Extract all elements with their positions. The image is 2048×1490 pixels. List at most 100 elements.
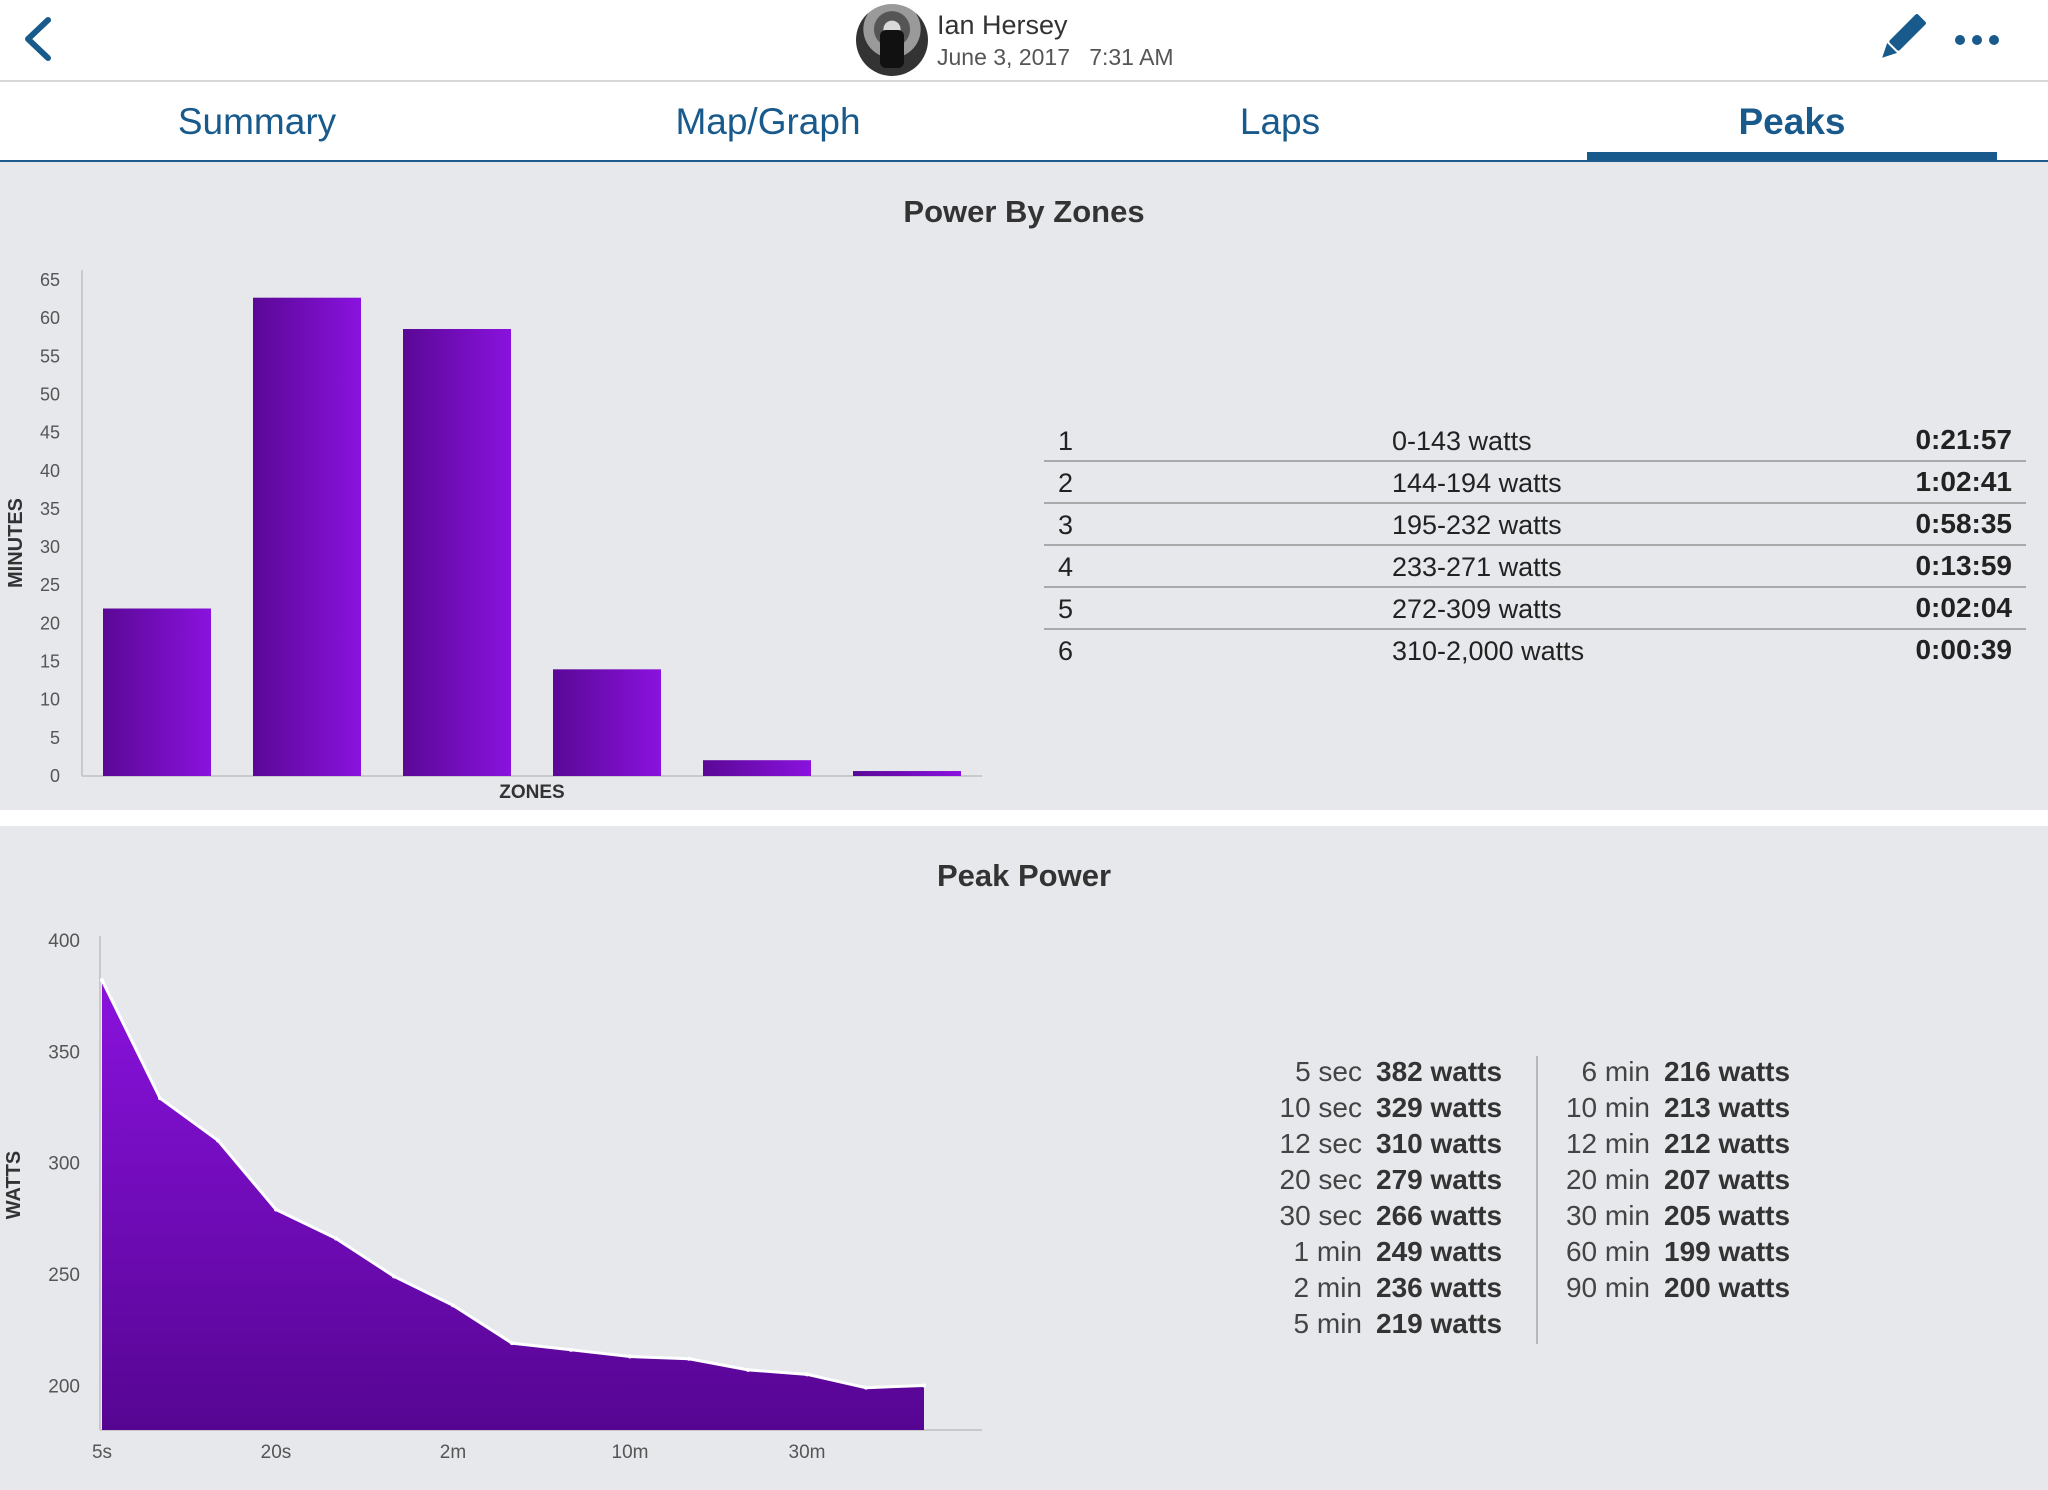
zone-row: 1 0-143 watts 0:21:57 (1044, 420, 2026, 462)
tab-summary[interactable]: Summary (177, 101, 337, 142)
peak-watts: 310 watts (1376, 1128, 1503, 1159)
peak-power-row: 30 min 205 watts (1548, 1200, 1790, 1236)
zone-number: 5 (1058, 594, 1074, 624)
zone-time: 0:02:04 (1915, 592, 2012, 623)
peak-duration: 10 sec (1279, 1092, 1363, 1123)
peak-watts: 205 watts (1664, 1200, 1791, 1231)
peak-duration: 30 min (1565, 1200, 1650, 1231)
tab-laps[interactable]: Laps (1239, 101, 1321, 142)
active-tab-indicator (1587, 152, 1997, 160)
peak-power-row: 6 min 216 watts (1548, 1056, 1791, 1092)
peak-power-point (687, 1356, 691, 1361)
y-tick-label: 200 (48, 1376, 80, 1397)
tab-bar: Summary Map/Graph Laps Peaks (0, 82, 2048, 162)
y-tick-label: 65 (40, 270, 60, 290)
peak-duration: 12 sec (1279, 1128, 1363, 1159)
y-tick-label: 40 (40, 461, 60, 481)
peak-duration: 90 min (1565, 1272, 1650, 1303)
zone-bar (103, 608, 211, 776)
peak-list-separator (1536, 1056, 1538, 1344)
avatar[interactable] (856, 4, 928, 76)
zone-bar (553, 669, 661, 776)
y-tick-label: 45 (40, 423, 60, 443)
zone-number: 2 (1058, 468, 1074, 498)
zone-number: 6 (1058, 636, 1074, 666)
peak-duration: 60 min (1565, 1236, 1650, 1267)
peak-duration: 5 min (1293, 1308, 1362, 1339)
peak-power-row: 60 min 199 watts (1548, 1236, 1790, 1272)
zone-range: 233-271 watts (1392, 552, 1562, 582)
zone-row: 5 272-309 watts 0:02:04 (1044, 588, 2026, 630)
x-tick-label: 20s (261, 1442, 292, 1463)
y-tick-label: 15 (40, 652, 60, 672)
peak-watts: 207 watts (1664, 1164, 1791, 1195)
peak-power-row: 10 sec 329 watts (1260, 1092, 1503, 1128)
zone-time: 0:21:57 (1915, 424, 2012, 455)
zone-bar (403, 328, 511, 776)
peak-power-point (746, 1367, 750, 1372)
zone-range: 0-143 watts (1392, 426, 1532, 456)
zone-row: 6 310-2,000 watts 0:00:39 (1044, 630, 2026, 670)
tab-peaks[interactable]: Peaks (1738, 101, 1846, 142)
peak-power-point (864, 1385, 868, 1390)
zone-range: 310-2,000 watts (1392, 636, 1585, 666)
back-chevron-icon[interactable] (18, 14, 58, 64)
peak-power-point (628, 1354, 632, 1359)
peak-watts: 249 watts (1376, 1236, 1503, 1267)
zone-number: 4 (1058, 552, 1074, 582)
x-tick-label: 5s (92, 1442, 112, 1463)
y-tick-label: 400 (48, 931, 80, 952)
peak-power-point (216, 1138, 220, 1143)
power-zones-table: 1 0-143 watts 0:21:57 2 144-194 watts 1:02:41… (1044, 420, 2026, 670)
peak-duration: 2 min (1293, 1272, 1362, 1303)
zone-number: 3 (1058, 510, 1074, 540)
zone-bar (853, 771, 961, 776)
y-tick-label: 55 (40, 346, 60, 366)
power-zones-title: Power By Zones (903, 194, 1145, 229)
y-axis-label: WATTS (3, 1151, 25, 1220)
peak-power-row: 20 min 207 watts (1548, 1164, 1790, 1200)
activity-header: Ian Hersey June 3, 2017 7:31 AM (0, 0, 2048, 82)
y-tick-label: 20 (40, 613, 60, 633)
peak-power-row: 30 sec 266 watts (1260, 1200, 1503, 1236)
y-tick-label: 35 (40, 499, 60, 519)
peak-power-point (569, 1347, 573, 1352)
peak-power-point (392, 1274, 396, 1279)
edit-pencil-icon[interactable] (1876, 12, 1928, 64)
peak-duration: 20 min (1565, 1164, 1650, 1195)
more-options-icon[interactable] (1952, 20, 2002, 60)
y-tick-label: 60 (40, 308, 60, 328)
peak-watts: 219 watts (1376, 1308, 1503, 1339)
tab-map-graph[interactable]: Map/Graph (675, 101, 861, 142)
activity-datetime: June 3, 2017 7:31 AM (937, 44, 1174, 71)
y-tick-label: 50 (40, 384, 60, 404)
zone-time: 0:13:59 (1915, 550, 2012, 581)
peak-power-row: 20 sec 279 watts (1260, 1164, 1503, 1200)
peak-power-point (922, 1383, 926, 1388)
zone-row: 2 144-194 watts 1:02:41 (1044, 462, 2026, 504)
peak-power-point (510, 1341, 514, 1346)
peak-power-list-right: 6 min 216 watts 10 min 213 watts 12 min 212 w… (1548, 1056, 1790, 1308)
peak-power-title: Peak Power (936, 858, 1112, 893)
peak-power-point (158, 1096, 162, 1101)
zone-number: 1 (1058, 426, 1074, 456)
x-tick-label: 10m (612, 1442, 649, 1463)
y-tick-label: 350 (48, 1042, 80, 1063)
peak-watts: 212 watts (1664, 1128, 1791, 1159)
peak-watts: 279 watts (1376, 1164, 1503, 1195)
peak-power-point (451, 1303, 455, 1308)
peak-watts: 329 watts (1376, 1092, 1503, 1123)
activity-date: June 3, 2017 (937, 44, 1071, 70)
zone-bar (253, 297, 361, 776)
peak-watts: 382 watts (1376, 1056, 1503, 1087)
peak-watts: 199 watts (1664, 1236, 1791, 1267)
peak-power-row: 90 min 200 watts (1548, 1272, 1790, 1308)
peak-power-area-chart: 200 250 300 350 400 5s 20s 2m 10m 30m WATTS (3, 931, 982, 1463)
peak-watts: 213 watts (1664, 1092, 1791, 1123)
y-tick-label: 250 (48, 1265, 80, 1286)
zone-time: 0:00:39 (1915, 634, 2012, 665)
peak-power-row: 1 min 249 watts (1260, 1236, 1503, 1272)
y-axis-label: MINUTES (5, 498, 27, 588)
zone-range: 272-309 watts (1392, 594, 1562, 624)
peak-duration: 5 sec (1295, 1056, 1362, 1087)
